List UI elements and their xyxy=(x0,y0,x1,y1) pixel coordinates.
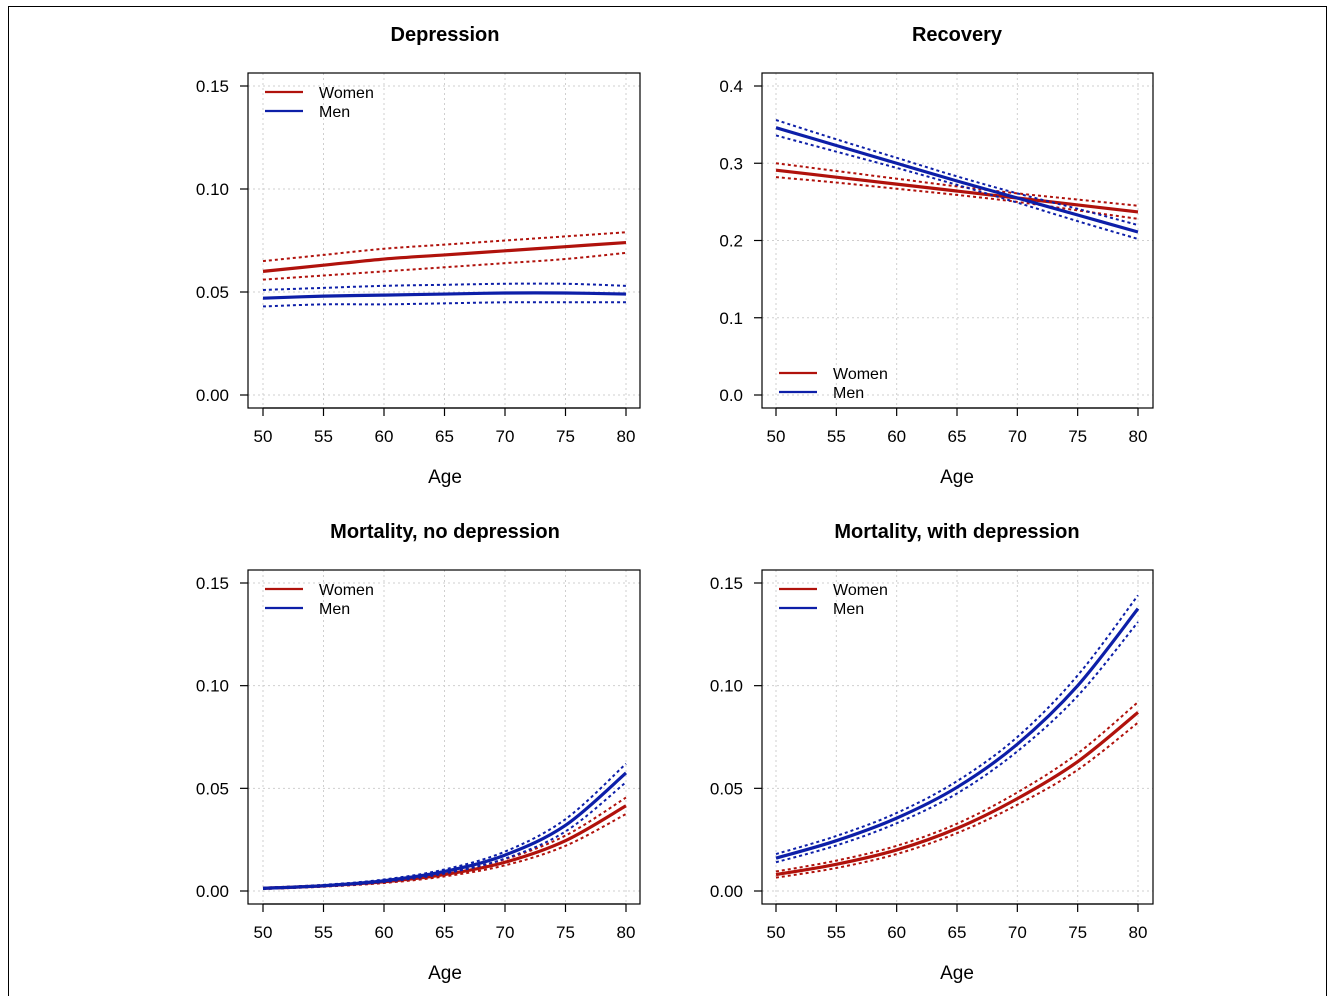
series-line-women xyxy=(775,168,1139,214)
legend: Women Men xyxy=(265,85,374,121)
panel-title: Recovery xyxy=(912,24,1003,46)
y-tick-label: 0.1 xyxy=(719,309,743,328)
x-tick-label: 65 xyxy=(435,427,454,446)
y-tick-label: 0.15 xyxy=(710,574,743,593)
series-ci-upper-line xyxy=(775,701,1139,873)
x-tick-label: 60 xyxy=(887,923,906,942)
series-ci-lower-line xyxy=(775,134,1139,240)
y-tick-label: 0.00 xyxy=(710,882,743,901)
x-tick-label: 50 xyxy=(767,427,786,446)
y-tick-label: 0.10 xyxy=(196,677,229,696)
series-line-men xyxy=(775,607,1140,860)
x-tick-label: 60 xyxy=(887,427,906,446)
x-tick-label: 65 xyxy=(948,427,967,446)
series-ci-lower-line xyxy=(775,621,1139,864)
panel-title: Depression xyxy=(391,24,500,46)
x-tick-label: 50 xyxy=(254,923,273,942)
y-tick-label: 0.0 xyxy=(719,386,743,405)
y-tick-label: 0.05 xyxy=(196,779,229,798)
y-tick-label: 0.2 xyxy=(719,232,743,251)
series-ci-lower-line xyxy=(262,301,626,308)
x-axis-label: Age xyxy=(428,963,462,984)
x-tick-label: 80 xyxy=(1129,427,1148,446)
series-ci-upper-line xyxy=(262,231,627,263)
legend: Women Men xyxy=(265,582,374,618)
x-tick-label: 55 xyxy=(314,427,333,446)
series-ci-lower-line xyxy=(775,721,1139,879)
legend: Women Men xyxy=(779,366,888,402)
x-tick-label: 50 xyxy=(254,427,273,446)
legend-label: Women xyxy=(833,366,888,383)
x-tick-label: 55 xyxy=(827,427,846,446)
x-tick-label: 70 xyxy=(496,427,515,446)
series-ci-lower-line xyxy=(775,176,1139,220)
y-tick-label: 0.10 xyxy=(710,677,743,696)
x-tick-label: 65 xyxy=(948,923,967,942)
series-line-men xyxy=(262,291,627,300)
legend-label: Men xyxy=(319,601,350,618)
series-line-men xyxy=(775,126,1139,234)
y-tick-label: 0.3 xyxy=(719,154,743,173)
x-axis-label: Age xyxy=(940,467,974,488)
y-tick-label: 0.15 xyxy=(196,77,229,96)
y-tick-label: 0.05 xyxy=(196,283,229,302)
legend: Women Men xyxy=(779,582,888,618)
chart-panel: Depression 50 55 60 65 70 75 80 0.00 0.05 0.10 0.15… xyxy=(196,24,641,488)
series-ci-upper-line xyxy=(262,282,627,291)
series-line-women xyxy=(262,804,627,890)
legend-label: Men xyxy=(833,385,864,402)
series-ci-upper-line xyxy=(775,119,1139,227)
y-tick-label: 0.00 xyxy=(196,386,229,405)
y-tick-label: 0.4 xyxy=(719,77,743,96)
legend-label: Men xyxy=(319,104,350,121)
figure-frame xyxy=(8,6,1327,996)
panel-title: Mortality, no depression xyxy=(330,521,560,543)
x-tick-label: 75 xyxy=(556,923,575,942)
x-tick-label: 80 xyxy=(617,923,636,942)
x-axis-label: Age xyxy=(428,467,462,488)
legend-label: Men xyxy=(833,601,864,618)
x-tick-label: 75 xyxy=(1068,427,1087,446)
x-tick-label: 70 xyxy=(1008,923,1027,942)
x-tick-label: 80 xyxy=(1129,923,1148,942)
x-tick-label: 70 xyxy=(496,923,515,942)
y-tick-label: 0.05 xyxy=(710,779,743,798)
x-axis-label: Age xyxy=(940,963,974,984)
x-tick-label: 75 xyxy=(1068,923,1087,942)
x-tick-label: 65 xyxy=(435,923,454,942)
x-tick-label: 70 xyxy=(1008,427,1027,446)
chart-panel: Recovery 50 55 60 65 70 75 80 0.0 0.1 0.2 0.3 0.4 Age… xyxy=(719,24,1154,488)
y-tick-label: 0.10 xyxy=(196,180,229,199)
chart-panel: Mortality, no depression 50 55 60 65 70 75 80 0.… xyxy=(196,521,641,984)
legend-label: Women xyxy=(319,582,374,599)
x-tick-label: 50 xyxy=(767,923,786,942)
x-tick-label: 60 xyxy=(375,427,394,446)
x-tick-label: 55 xyxy=(827,923,846,942)
x-tick-label: 80 xyxy=(617,427,636,446)
series-ci-lower-line xyxy=(262,251,627,281)
panel-title: Mortality, with depression xyxy=(834,521,1079,543)
y-tick-label: 0.15 xyxy=(196,574,229,593)
x-tick-label: 75 xyxy=(556,427,575,446)
series-line-women xyxy=(262,240,627,273)
series-line-women xyxy=(775,711,1140,877)
chart-panel: Mortality, with depression 50 55 60 65 70 75 80… xyxy=(710,521,1154,984)
x-tick-label: 60 xyxy=(375,923,394,942)
x-tick-label: 55 xyxy=(314,923,333,942)
legend-label: Women xyxy=(833,582,888,599)
series-line-men xyxy=(262,771,628,890)
legend-label: Women xyxy=(319,85,374,102)
series-ci-upper-line xyxy=(775,162,1139,207)
y-tick-label: 0.00 xyxy=(196,882,229,901)
